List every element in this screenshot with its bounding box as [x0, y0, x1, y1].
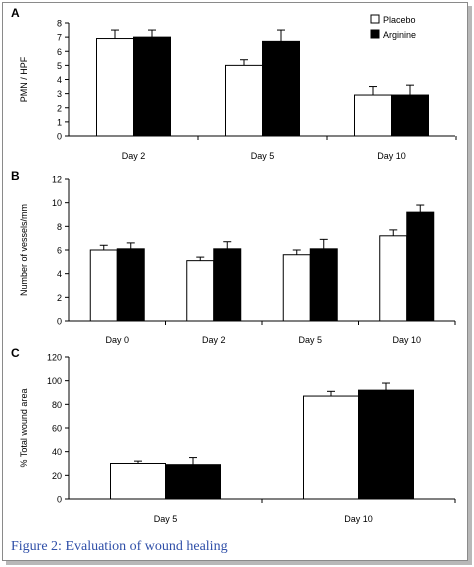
figure-frame: A 0 1 2 3 4 5 6 7 8 PMN / HPF Day 2 Day 5 Day 10 Place… — [2, 2, 468, 561]
legend-label-arginine: Arginine — [383, 30, 416, 40]
y-tick-label: 0 — [57, 495, 62, 505]
bar-arginine — [213, 248, 242, 322]
y-tick-label: 6 — [57, 246, 62, 256]
bar-arginine — [262, 40, 300, 137]
y-tick-label: 3 — [57, 89, 62, 99]
y-tick-label: 100 — [47, 376, 62, 386]
y-tick-label: 120 — [47, 353, 62, 363]
bar-arginine — [309, 248, 338, 322]
legend-swatch-placebo — [370, 14, 380, 24]
panel-label: C — [11, 346, 20, 360]
y-tick-label: 4 — [57, 269, 62, 279]
bar-placebo — [303, 395, 359, 500]
y-tick-label: 2 — [57, 293, 62, 303]
y-tick-label: 5 — [57, 61, 62, 71]
chart-panel-b: B 0 2 4 6 8 10 12 Number of vessels/mm Day 0 Day 2… — [11, 169, 456, 345]
bar-placebo — [110, 463, 166, 500]
panel-label: A — [11, 6, 20, 20]
legend-swatch-arginine — [370, 29, 380, 39]
x-tick-label: Day 5 — [154, 514, 178, 524]
bar-arginine — [406, 211, 435, 322]
legend-label-placebo: Placebo — [383, 15, 416, 25]
y-tick-label: 12 — [52, 175, 62, 185]
bar-placebo — [225, 64, 263, 137]
x-tick-label: Day 2 — [202, 335, 226, 345]
y-tick-label: 0 — [57, 132, 62, 142]
bar-placebo — [89, 249, 118, 322]
x-tick-label: Day 10 — [344, 514, 373, 524]
chart-panel-a: A 0 1 2 3 4 5 6 7 8 PMN / HPF Day 2 Day 5 Day 10 Place… — [11, 6, 457, 161]
x-tick-label: Day 10 — [377, 151, 406, 161]
x-tick-label: Day 5 — [298, 335, 322, 345]
bar-arginine — [358, 389, 414, 500]
bar-placebo — [282, 254, 311, 322]
y-tick-label: 20 — [52, 471, 62, 481]
legend: Placebo Arginine — [370, 14, 416, 40]
bar-arginine — [116, 248, 145, 322]
panel-label: B — [11, 169, 20, 183]
y-tick-label: 6 — [57, 47, 62, 57]
x-tick-label: Day 2 — [122, 151, 146, 161]
y-tick-label: 8 — [57, 19, 62, 29]
figure-caption: Figure 2: Evaluation of wound healing — [11, 539, 228, 554]
y-axis-title: % Total wound area — [19, 389, 29, 468]
y-tick-label: 1 — [57, 117, 62, 127]
y-tick-label: 2 — [57, 103, 62, 113]
y-tick-label: 8 — [57, 222, 62, 232]
y-tick-label: 10 — [52, 198, 62, 208]
x-tick-label: Day 0 — [105, 335, 129, 345]
x-tick-label: Day 10 — [392, 335, 421, 345]
y-axis-title: Number of vessels/mm — [19, 204, 29, 296]
bar-placebo — [186, 260, 215, 322]
y-tick-label: 4 — [57, 75, 62, 85]
chart-panel-c: C 0 20 40 60 80 100 120 % Total wound area Day 5 D… — [11, 346, 456, 524]
y-tick-label: 0 — [57, 317, 62, 327]
y-tick-label: 80 — [52, 400, 62, 410]
y-tick-label: 60 — [52, 424, 62, 434]
bar-placebo — [379, 235, 408, 322]
y-tick-label: 7 — [57, 33, 62, 43]
bar-arginine — [165, 464, 221, 500]
bar-arginine — [133, 36, 171, 137]
bar-placebo — [354, 94, 392, 137]
bar-arginine — [391, 94, 429, 137]
y-axis-title: PMN / HPF — [19, 56, 29, 102]
x-tick-label: Day 5 — [251, 151, 275, 161]
y-tick-label: 40 — [52, 447, 62, 457]
bar-placebo — [96, 38, 134, 137]
